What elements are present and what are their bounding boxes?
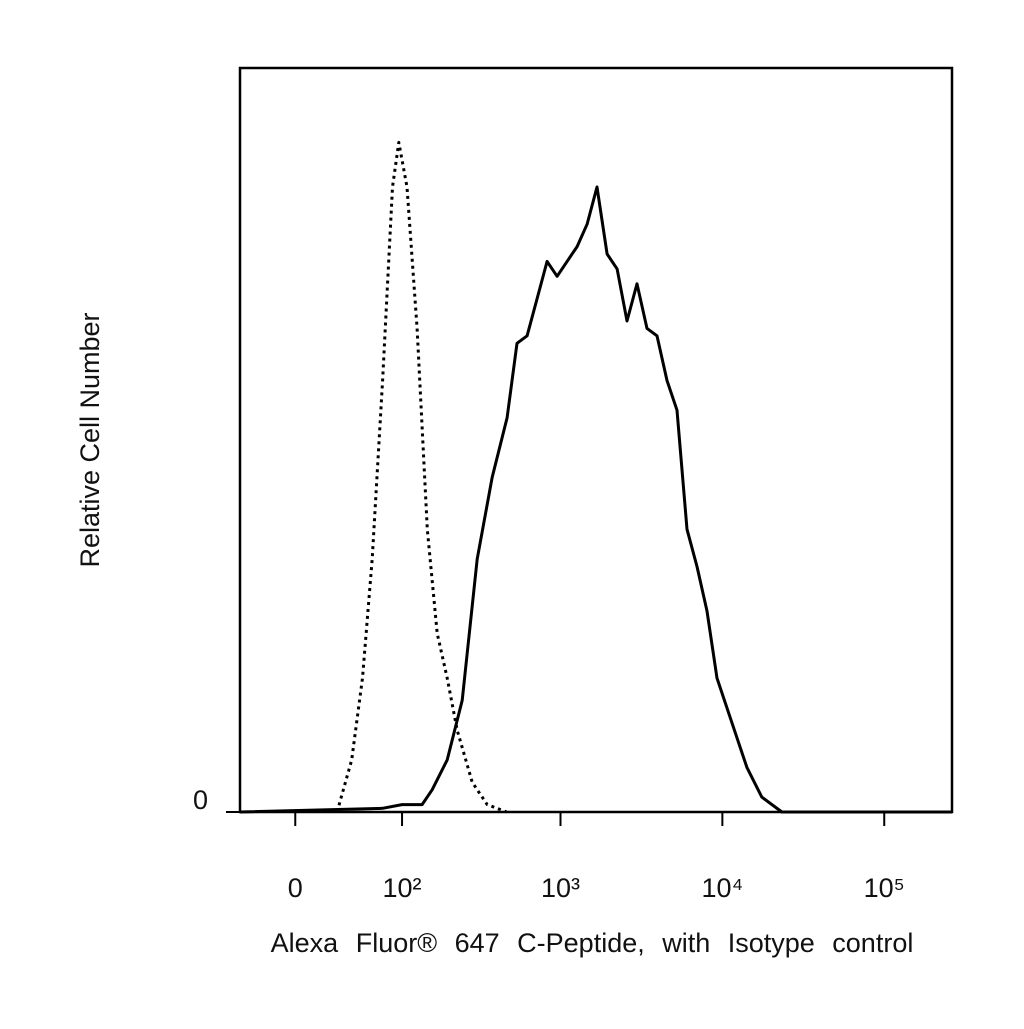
x-tick-label: 0 bbox=[288, 873, 303, 903]
histogram-line bbox=[335, 140, 508, 814]
x-tick-label: 10² bbox=[383, 873, 422, 903]
x-tick-label: 10⁴ bbox=[702, 873, 744, 903]
plot-frame bbox=[238, 66, 954, 814]
x-tick-label: 10⁵ bbox=[864, 873, 905, 903]
histogram-line bbox=[239, 185, 952, 814]
y-axis-label: Relative Cell Number bbox=[75, 312, 105, 567]
x-tick-label: 10³ bbox=[541, 873, 580, 903]
y-tick-label: 0 bbox=[193, 785, 208, 815]
x-axis-label: Alexa Fluor® 647 C-Peptide, with Isotype… bbox=[271, 928, 914, 958]
